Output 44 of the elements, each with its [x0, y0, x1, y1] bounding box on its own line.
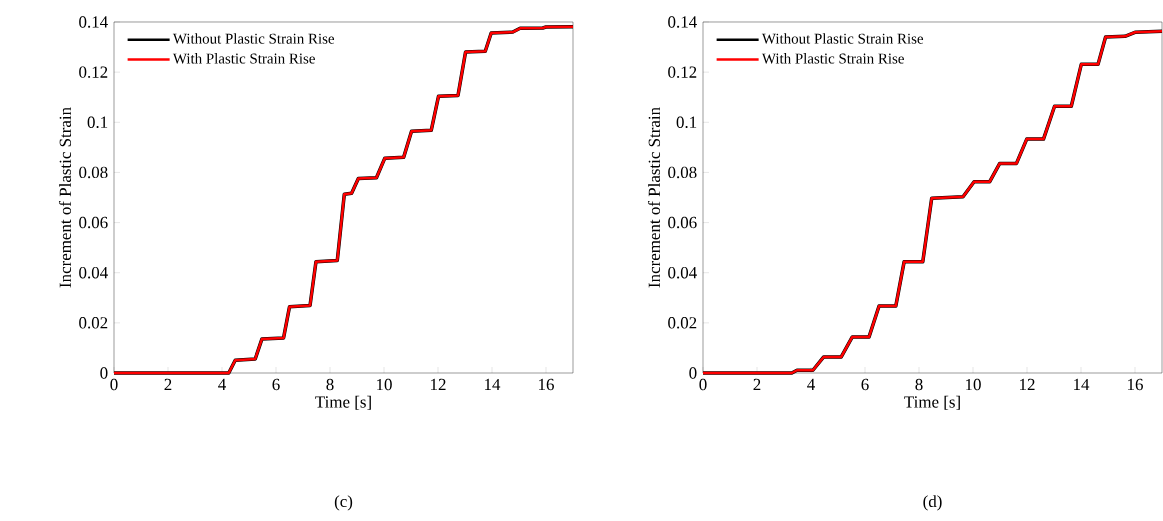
y-tick-label: 0.12 [668, 66, 697, 78]
y-tick-label: 0.14 [668, 16, 697, 28]
x-tick-label: 2 [753, 378, 761, 391]
x-tick-label: 14 [485, 378, 501, 391]
y-axis-title: Increment of Plastic Strain [647, 107, 661, 288]
y-axis-title: Increment of Plastic Strain [58, 107, 72, 288]
x-tick-label: 4 [807, 378, 815, 390]
y-tick-label: 0.1 [676, 116, 697, 129]
x-tick-label: 2 [164, 378, 172, 391]
y-tick-label: 0.06 [668, 216, 697, 229]
y-tick-label: 0.04 [668, 266, 697, 279]
x-tick-label: 10 [966, 378, 981, 391]
y-tick-label: 0.06 [79, 216, 108, 229]
legend-label: Without Plastic Strain Rise [761, 33, 924, 44]
x-tick-label: 12 [1020, 378, 1035, 391]
y-tick-label: 0.08 [668, 166, 697, 179]
x-axis-title: Time [s] [904, 395, 960, 410]
x-tick-label: 14 [1074, 378, 1090, 391]
legend-label: With Plastic Strain Rise [172, 53, 315, 64]
text: (d) [923, 495, 942, 511]
y-tick-label: 0.08 [79, 166, 108, 179]
x-tick-label: 12 [431, 378, 446, 391]
y-tick-label: 0.04 [79, 266, 108, 279]
x-tick-label: 10 [377, 378, 392, 391]
y-tick-label: 0.1 [87, 116, 108, 129]
x-tick-label: 6 [861, 378, 869, 391]
x-axis-title: Time [s] [315, 395, 371, 410]
y-tick-label: 0 [100, 367, 108, 379]
x-tick-label: 8 [326, 378, 334, 391]
x-tick-label: 0 [110, 378, 118, 391]
y-tick-label: 0 [689, 367, 697, 379]
legend-label: With Plastic Strain Rise [761, 53, 904, 64]
x-tick-label: 16 [539, 378, 554, 391]
x-tick-label: 0 [699, 378, 707, 391]
x-tick-label: 6 [272, 378, 280, 391]
y-tick-label: 0.02 [668, 317, 697, 329]
text: (c) [334, 495, 353, 511]
legend-label: Without Plastic Strain Rise [172, 33, 335, 44]
y-tick-label: 0.02 [79, 317, 108, 329]
y-tick-label: 0.12 [79, 66, 108, 78]
x-tick-label: 16 [1128, 378, 1143, 391]
y-tick-label: 0.14 [79, 16, 108, 28]
x-tick-label: 8 [915, 378, 923, 391]
x-tick-label: 4 [218, 378, 226, 390]
